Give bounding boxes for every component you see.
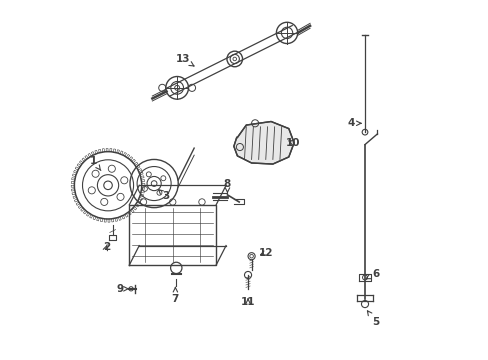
Text: 12: 12 xyxy=(258,248,272,258)
Text: 13: 13 xyxy=(176,54,194,66)
Text: 3: 3 xyxy=(158,190,169,201)
Text: 1: 1 xyxy=(89,156,101,171)
Text: 11: 11 xyxy=(240,297,255,307)
Text: 9: 9 xyxy=(116,284,129,294)
Text: 7: 7 xyxy=(171,288,179,304)
Polygon shape xyxy=(233,122,293,164)
Text: 10: 10 xyxy=(285,138,300,148)
Text: 8: 8 xyxy=(224,179,231,192)
Text: 2: 2 xyxy=(102,242,110,252)
Text: 4: 4 xyxy=(346,118,360,128)
Text: 5: 5 xyxy=(366,311,379,327)
Text: 6: 6 xyxy=(366,269,379,279)
